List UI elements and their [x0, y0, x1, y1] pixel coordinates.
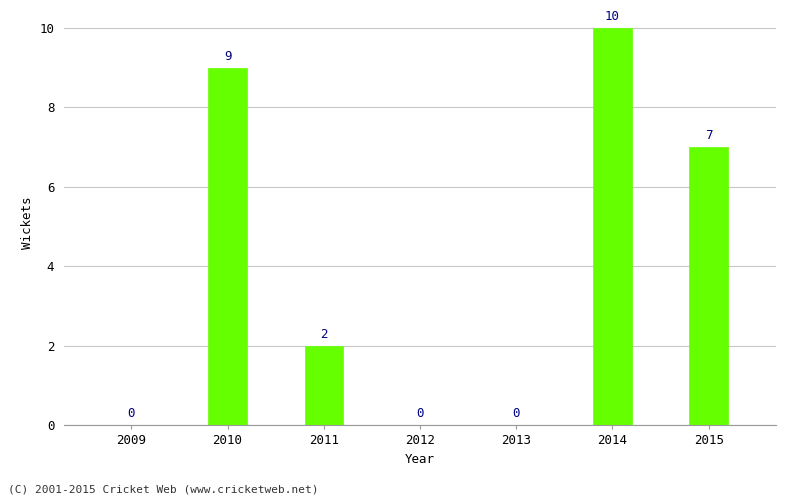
Text: 10: 10 — [605, 10, 620, 23]
Bar — [593, 28, 632, 425]
Text: 0: 0 — [128, 407, 135, 420]
X-axis label: Year: Year — [405, 452, 435, 466]
Text: 0: 0 — [416, 407, 424, 420]
Bar — [690, 147, 728, 425]
Bar — [305, 346, 343, 425]
Text: 9: 9 — [224, 50, 231, 63]
Text: 7: 7 — [705, 130, 712, 142]
Bar — [208, 68, 247, 425]
Text: (C) 2001-2015 Cricket Web (www.cricketweb.net): (C) 2001-2015 Cricket Web (www.cricketwe… — [8, 485, 318, 495]
Y-axis label: Wickets: Wickets — [21, 196, 34, 248]
Text: 0: 0 — [513, 407, 520, 420]
Text: 2: 2 — [320, 328, 327, 341]
